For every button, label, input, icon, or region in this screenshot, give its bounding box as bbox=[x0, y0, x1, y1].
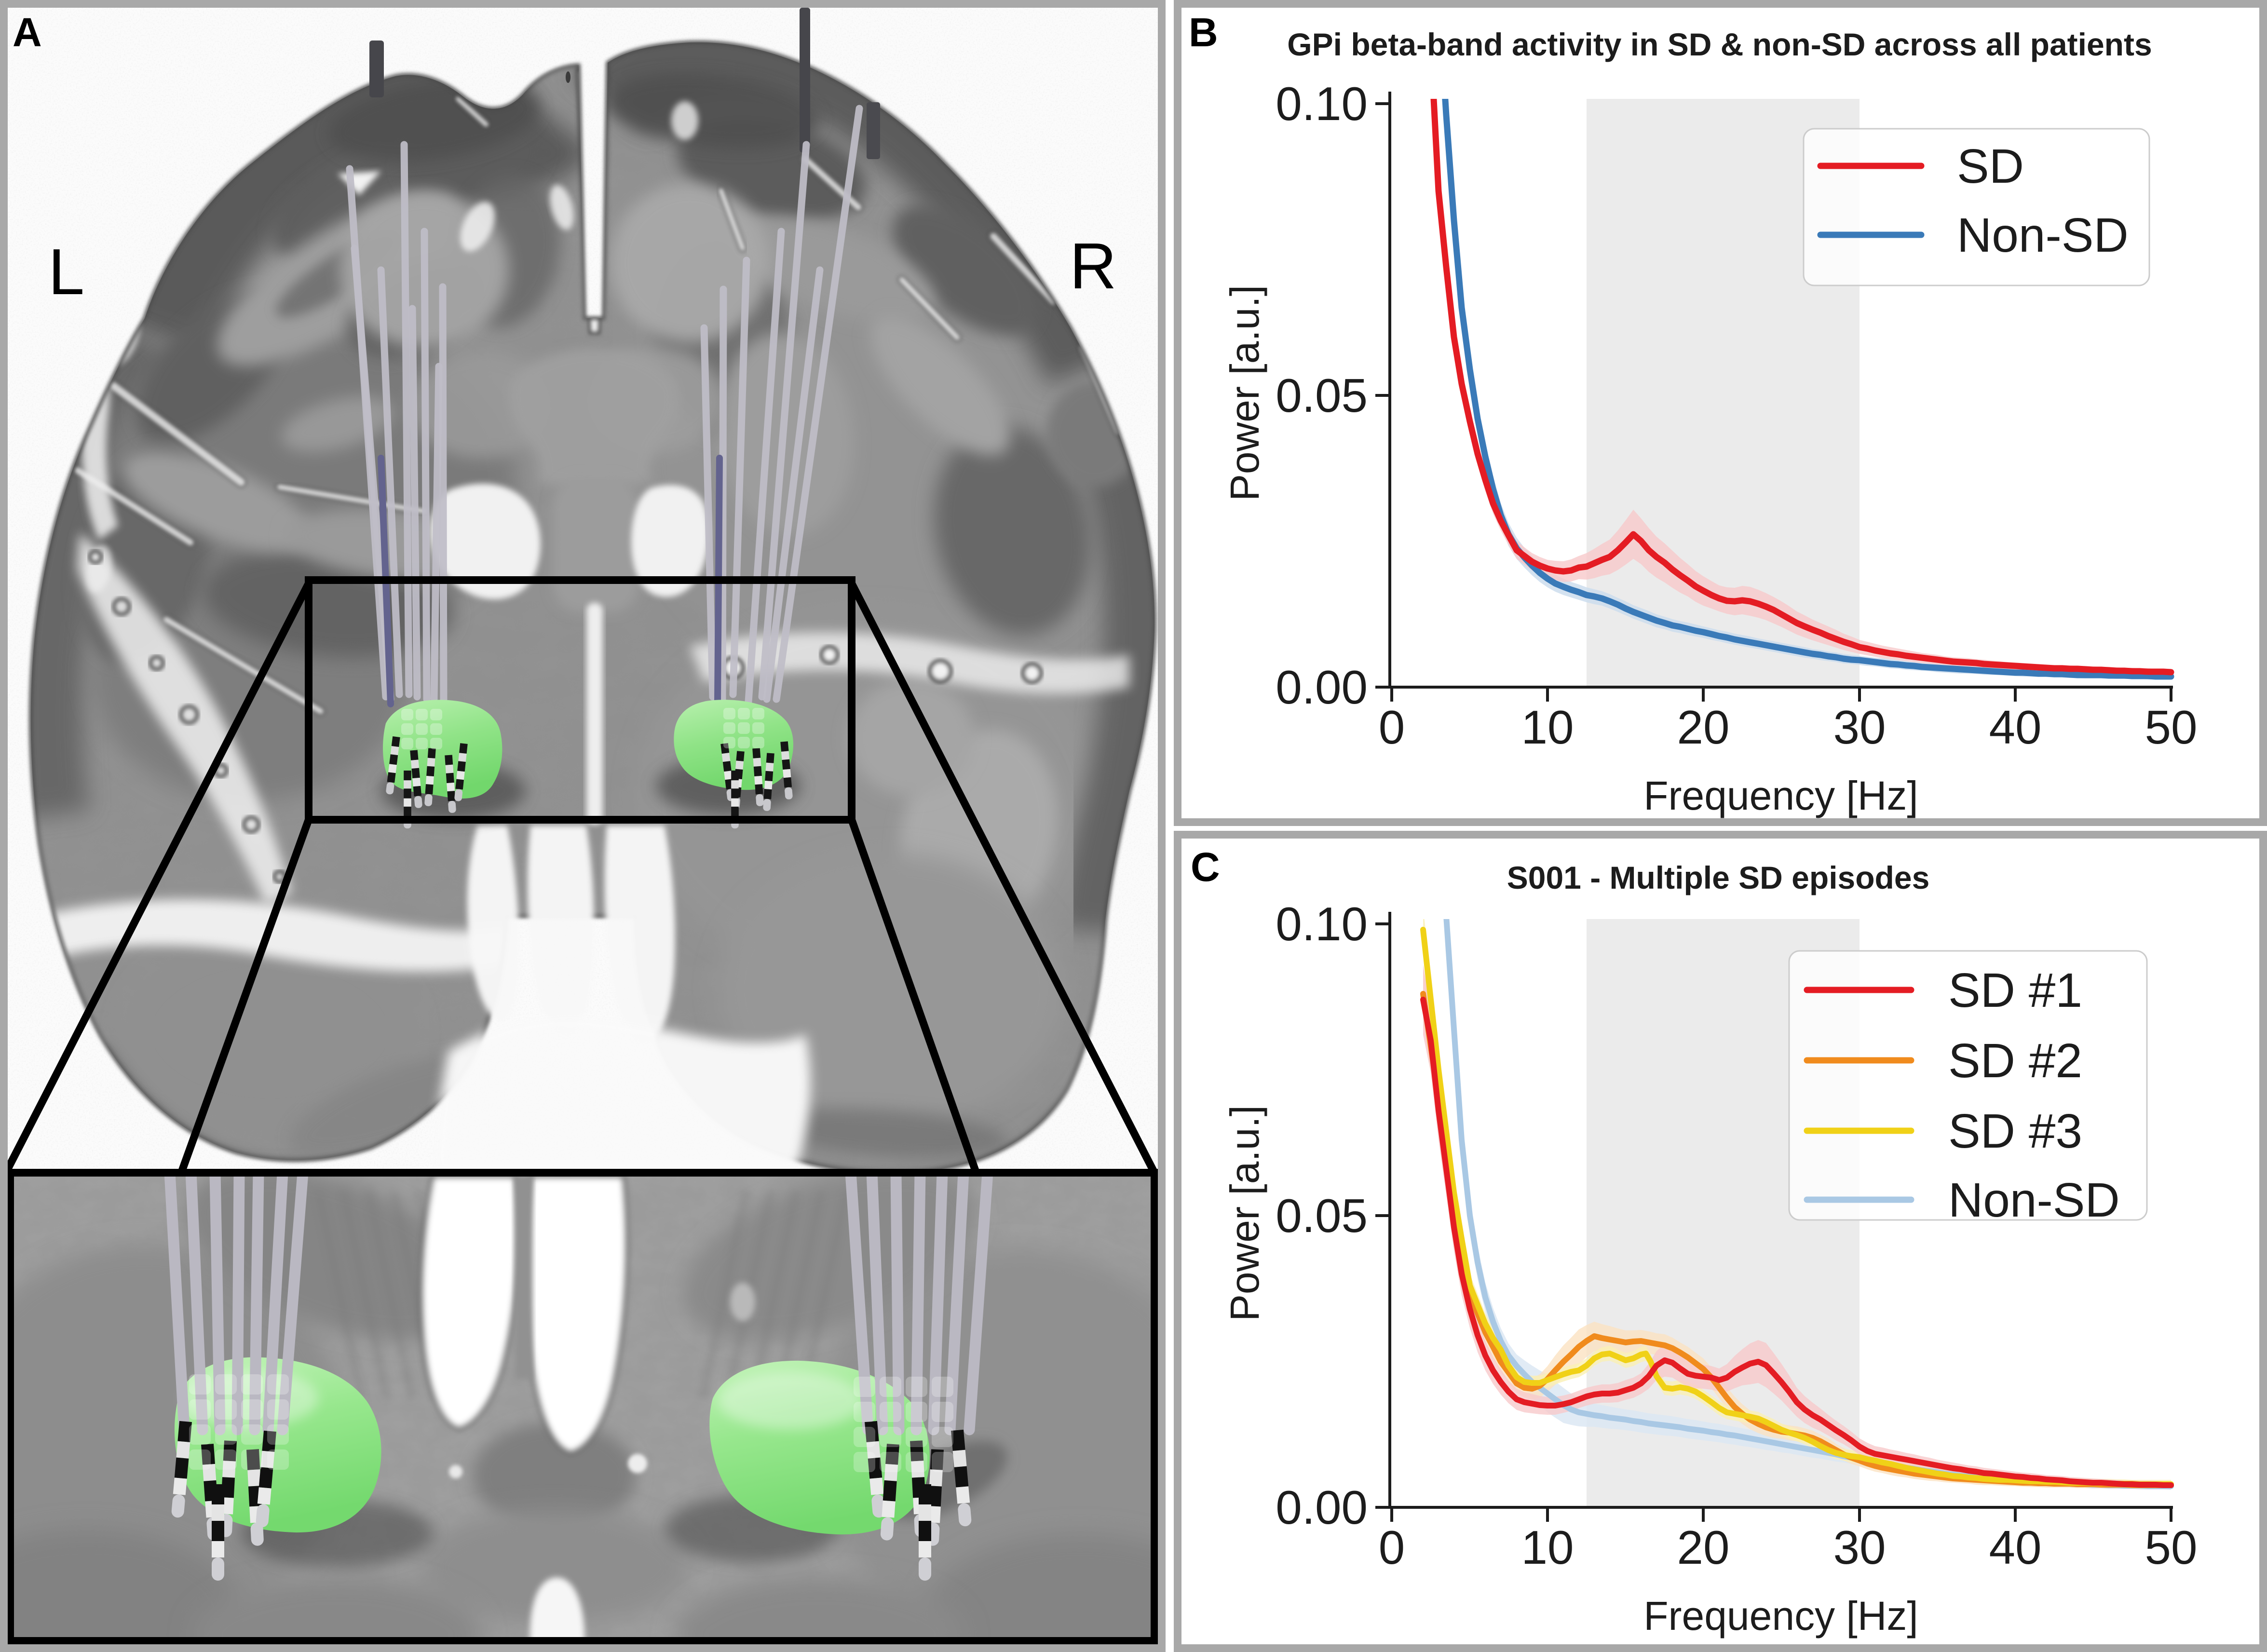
svg-text:0.05: 0.05 bbox=[1276, 1189, 1368, 1242]
svg-text:S001 - Multiple SD episodes: S001 - Multiple SD episodes bbox=[1507, 860, 1930, 895]
svg-text:0.05: 0.05 bbox=[1276, 369, 1368, 422]
svg-text:Power [a.u.]: Power [a.u.] bbox=[1222, 1105, 1267, 1321]
svg-text:0: 0 bbox=[1379, 1521, 1405, 1574]
svg-text:30: 30 bbox=[1833, 1521, 1886, 1574]
svg-text:A: A bbox=[13, 10, 42, 55]
svg-text:0.10: 0.10 bbox=[1276, 77, 1368, 130]
svg-text:Frequency [Hz]: Frequency [Hz] bbox=[1643, 1593, 1918, 1638]
svg-text:SD: SD bbox=[1957, 139, 2024, 193]
svg-text:40: 40 bbox=[1989, 701, 2041, 754]
svg-text:C: C bbox=[1191, 844, 1220, 890]
svg-text:SD #2: SD #2 bbox=[1948, 1034, 2082, 1088]
svg-text:L: L bbox=[48, 235, 84, 308]
svg-text:30: 30 bbox=[1833, 701, 1886, 754]
svg-text:20: 20 bbox=[1677, 701, 1729, 754]
svg-text:0.00: 0.00 bbox=[1276, 1481, 1368, 1534]
svg-text:R: R bbox=[1070, 230, 1117, 302]
svg-text:Non-SD: Non-SD bbox=[1948, 1173, 2120, 1227]
svg-text:40: 40 bbox=[1989, 1521, 2041, 1574]
svg-text:Power [a.u.]: Power [a.u.] bbox=[1222, 285, 1267, 501]
svg-text:0: 0 bbox=[1379, 701, 1405, 754]
svg-text:20: 20 bbox=[1677, 1521, 1729, 1574]
svg-text:GPi beta-band activity in SD &: GPi beta-band activity in SD & non-SD ac… bbox=[1287, 27, 2152, 62]
svg-text:10: 10 bbox=[1521, 701, 1574, 754]
svg-text:50: 50 bbox=[2145, 1521, 2197, 1574]
svg-text:10: 10 bbox=[1521, 1521, 1574, 1574]
svg-text:Frequency [Hz]: Frequency [Hz] bbox=[1643, 773, 1918, 818]
svg-text:0.00: 0.00 bbox=[1276, 661, 1368, 714]
svg-text:SD #3: SD #3 bbox=[1948, 1104, 2082, 1158]
svg-text:0.10: 0.10 bbox=[1276, 897, 1368, 950]
svg-text:B: B bbox=[1189, 10, 1218, 55]
svg-text:Non-SD: Non-SD bbox=[1957, 208, 2129, 262]
svg-text:SD #1: SD #1 bbox=[1948, 963, 2082, 1017]
svg-text:50: 50 bbox=[2145, 701, 2197, 754]
